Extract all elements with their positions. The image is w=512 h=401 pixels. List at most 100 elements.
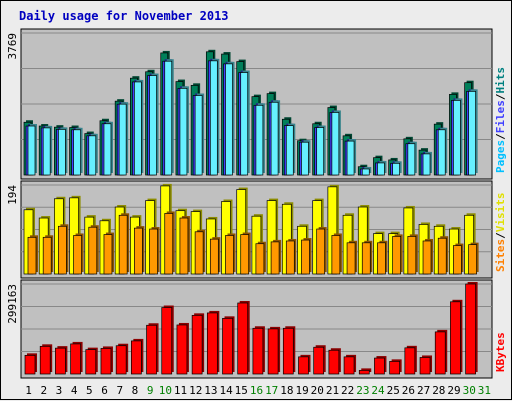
x-tick-label: 4 [71,384,78,397]
pages-bar [149,75,157,176]
sites-bar [149,228,158,275]
pages-bar [437,129,446,176]
x-tick-label: 17 [265,384,278,397]
kbytes-bar [267,328,279,375]
x-axis-labels: 1 2 3 4 5 6 7 8 9 10 11 12 13 14 15 16 17 18 19 20 21 22 23 24 2… [25,384,491,397]
kbytes-bar [450,301,461,375]
kbytes-bar [176,324,188,375]
x-tick-label: 6 [101,384,108,397]
panel-hits-legend: Pages/Files/Hits [494,67,507,173]
kbytes-bar [465,283,476,375]
kbytes-bar [419,357,431,375]
panel-hits-max-label: 3769 [6,33,19,60]
kbytes-bar [85,349,97,375]
x-tick-label: 24 [371,384,385,397]
pages-bar [361,168,370,176]
legend-separator: / [494,232,507,239]
pages-bar [316,127,325,176]
sites-bar [255,243,265,275]
x-tick-label: 28 [432,384,445,397]
sites-bar [194,231,204,275]
kbytes-bar [222,317,233,375]
x-tick-label: 8 [132,384,139,397]
pages-bar [346,140,355,176]
x-tick-label: 23 [356,384,369,397]
kbytes-bar [115,345,127,375]
sites-bar [316,228,326,275]
sites-bar [27,236,37,275]
pages-bar [194,95,203,176]
kbytes-bar [328,349,340,375]
pages-bar [58,129,66,176]
x-tick-label: 18 [280,384,293,397]
sites-bar [42,236,52,275]
pages-bar [134,81,142,176]
pages-bar [179,87,188,176]
sites-bar [407,236,417,275]
kbytes-bar [358,370,370,375]
kbytes-bar [39,345,51,375]
chart-title: Daily usage for November 2013 [19,9,229,23]
x-tick-label: 10 [159,384,172,397]
pages-bar [468,91,476,176]
legend-hits: Hits [494,67,507,94]
sites-bar [88,226,98,275]
pages-bar [285,125,294,176]
kbytes-bar [389,361,400,375]
x-tick-label: 3 [56,384,63,397]
chart-panels: 3769Pages/Files/Hits194Sites/Visits29916… [6,28,507,379]
kbytes-bar [191,314,203,375]
kbytes-bar [55,347,66,375]
sites-bar [58,225,67,275]
x-tick-label: 25 [387,384,400,397]
kbytes-bar [70,343,81,375]
kbytes-bar [237,302,249,375]
sites-bar [73,235,82,275]
pages-bar [118,103,127,176]
sites-bar [392,236,401,275]
kbytes-bar [252,327,264,375]
legend-separator: / [494,93,507,100]
x-tick-label: 26 [402,384,415,397]
x-tick-label: 2 [40,384,47,397]
sites-bar [453,245,462,275]
pages-bar [164,60,173,176]
kbytes-bar [343,356,355,375]
legend-pages: Pages [494,140,507,173]
sites-bar [361,242,371,275]
pages-bar [255,104,264,176]
pages-bar [392,162,400,176]
sites-bar [377,242,386,275]
legend-separator: / [494,133,507,140]
pages-bar [301,141,309,176]
sites-bar [103,234,113,275]
sites-bar [134,227,143,275]
x-tick-label: 5 [86,384,93,397]
sites-bar [331,235,341,275]
sites-bar [118,214,128,275]
sites-bar [209,238,219,275]
sites-bar [422,240,432,275]
x-tick-label: 19 [295,384,308,397]
pages-bar [73,129,81,176]
x-tick-label: 20 [311,384,324,397]
pages-bar [422,153,431,176]
pages-bar [407,143,416,176]
sites-bar [225,235,234,275]
legend-visits: Visits [494,193,507,233]
kbytes-bar [206,312,218,375]
x-tick-label: 12 [189,384,202,397]
panel-visits-max-label: 194 [6,185,19,205]
x-tick-label: 1 [25,384,32,397]
x-tick-label: 11 [174,384,187,397]
kbytes-bar [131,340,142,375]
sites-bar [270,241,280,275]
legend-kbytes: KBytes [494,332,507,372]
x-tick-label: 13 [204,384,217,397]
x-tick-label: 31 [478,384,491,397]
kbytes-bar [100,348,112,375]
panel-kbytes-max-label: 299163 [6,284,19,324]
kbytes-bar [313,346,325,375]
panel-kbytes: 299163 KBytes [6,279,507,379]
